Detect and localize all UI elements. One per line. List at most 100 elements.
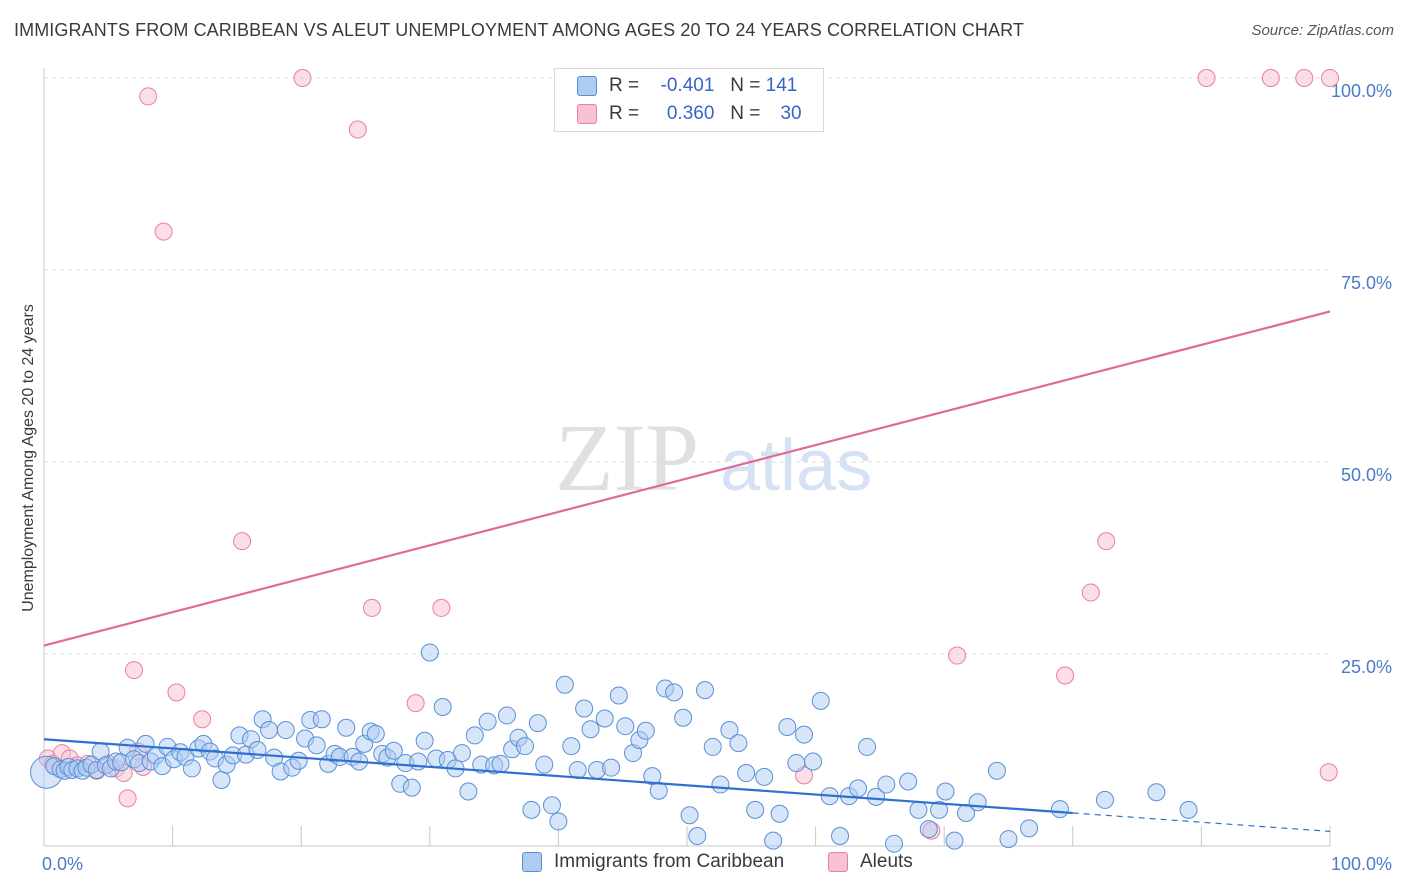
caribbean-point [770,804,789,823]
caribbean-point [452,744,471,763]
caribbean-point [877,775,896,794]
caribbean-point [528,714,547,733]
caribbean-point [562,737,581,756]
caribbean-point [831,827,850,846]
legend-r-value: 0.360 [666,103,715,124]
series-label-aleuts: Aleuts [860,851,913,872]
caribbean-point [711,775,730,794]
caribbean-point [289,751,308,770]
caribbean-point [366,724,385,743]
grid-lines [44,77,1330,655]
caribbean-point [515,737,534,756]
y-tick-label: 25.0% [1341,657,1392,677]
caribbean-point [680,806,699,825]
caribbean-point [433,697,452,716]
caribbean-point [1179,800,1198,819]
caribbean-point [1095,790,1114,809]
aleut-point [362,598,381,617]
series-label-caribbean: Immigrants from Caribbean [554,851,785,872]
caribbean-point [849,779,868,798]
caribbean-point [795,725,814,744]
legend-n-label: N = [730,75,761,96]
caribbean-point [420,643,439,662]
caribbean-point [999,830,1018,849]
caribbean-point [307,736,326,755]
caribbean-point [402,778,421,797]
aleut-point [1197,69,1216,87]
aleut-point [348,120,367,139]
caribbean-point [522,800,541,819]
aleut-point [125,661,144,680]
caribbean-point [595,709,614,728]
caribbean-point [729,734,748,753]
x-tick-labels: 0.0% 100.0% [42,854,1392,874]
caribbean-point [787,754,806,773]
x-tick-label: 0.0% [42,854,83,874]
aleut-point [139,87,158,106]
aleut-point [233,532,252,551]
caribbean-point [260,721,279,740]
caribbean-points [30,643,1198,853]
caribbean-point [276,721,295,740]
y-tick-label: 100.0% [1331,81,1392,101]
caribbean-trend-extension [1072,812,1331,833]
watermark-atlas: atlas [720,426,872,506]
y-tick-label: 75.0% [1341,273,1392,293]
y-tick-labels: 25.0% 50.0% 75.0% 100.0% [1331,81,1392,677]
caribbean-point [764,831,783,850]
caribbean-point [746,800,765,819]
y-axis-label: Unemployment Among Ages 20 to 24 years [20,304,37,612]
aleut-point [1081,583,1100,602]
legend-row-caribbean: R = -0.401 N = 141 [577,73,797,99]
caribbean-point [688,827,707,846]
series-swatch-caribbean [522,852,542,872]
aleut-point [432,598,451,617]
aleut-point [154,222,173,241]
caribbean-point [415,731,434,750]
legend-swatch-aleuts [577,104,597,124]
caribbean-point [899,772,918,791]
caribbean-point [609,686,628,705]
correlation-legend: R = -0.401 N = 141 R = 0.360 N = 30 [554,68,824,132]
caribbean-point [945,831,964,850]
caribbean-point [665,683,684,702]
caribbean-point [491,754,510,773]
chart-title: IMMIGRANTS FROM CARIBBEAN VS ALEUT UNEMP… [14,20,1024,40]
caribbean-trend-line [43,738,1073,815]
aleut-point [1097,532,1116,551]
legend-n-value: 141 [765,75,798,96]
aleut-point [1319,763,1338,782]
caribbean-point [602,758,621,777]
aleut-point [118,789,137,808]
legend-swatch-caribbean [577,76,597,96]
caribbean-point [987,761,1006,780]
caribbean-point [575,699,594,718]
aleut-point [1321,69,1339,87]
caribbean-point [182,759,201,778]
caribbean-point [919,820,938,839]
caribbean-point [930,800,949,819]
caribbean-point [497,706,516,725]
series-legend: Immigrants from Caribbean Aleuts [0,851,1406,879]
caribbean-point [535,755,554,774]
aleut-point [1056,666,1075,685]
aleut-trend-line [43,310,1331,647]
caribbean-point [136,734,155,753]
caribbean-point [478,712,497,731]
caribbean-point [720,721,739,740]
caribbean-point [1020,819,1039,838]
caribbean-point [909,800,928,819]
caribbean-point [696,681,715,700]
y-tick-label: 50.0% [1341,465,1392,485]
source-attribution: Source: ZipAtlas.com [1251,22,1394,39]
caribbean-point [778,717,797,736]
caribbean-point [885,834,904,853]
caribbean-point [703,737,722,756]
caribbean-point [1147,783,1166,802]
legend-r-label: R = [609,103,640,124]
aleut-point [406,694,425,713]
caribbean-point [542,796,561,815]
caribbean-point [568,760,587,779]
caribbean-point [755,767,774,786]
